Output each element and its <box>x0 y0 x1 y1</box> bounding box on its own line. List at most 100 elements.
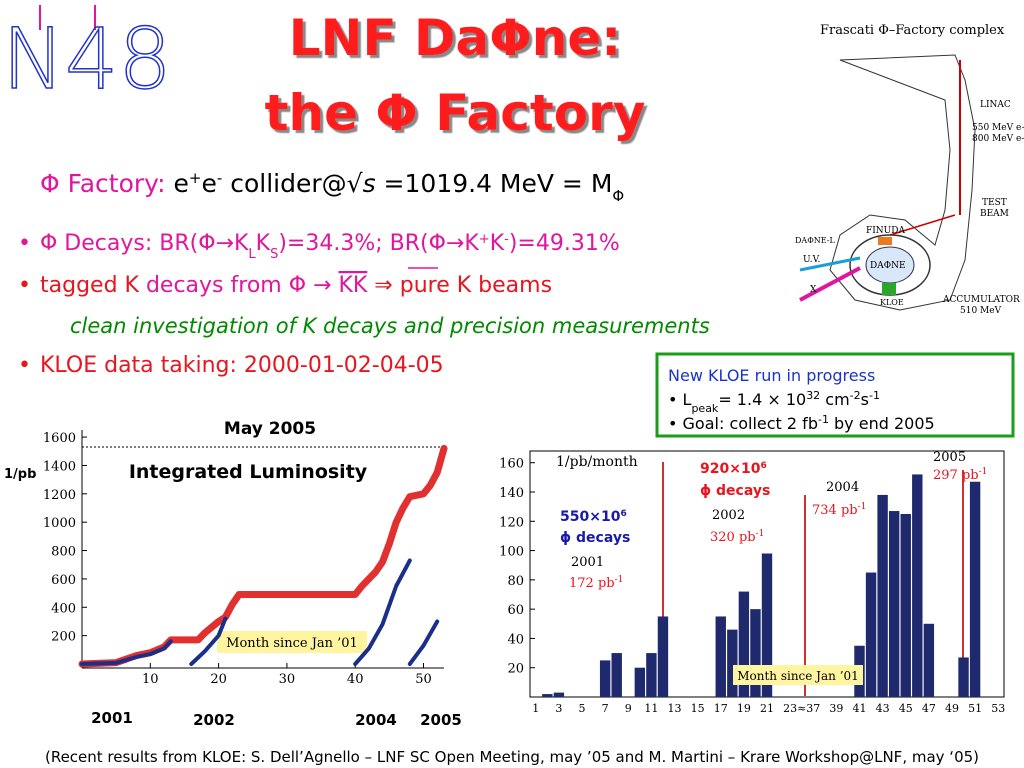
y-tick-label: 140 <box>499 486 524 501</box>
y-tick-label: 1000 <box>43 516 76 531</box>
x-tick-label: ≈ <box>797 702 806 715</box>
text: pure K beams <box>400 273 552 298</box>
annotation: May 2005 <box>224 419 316 439</box>
title-line: the Φ Factory <box>265 84 646 142</box>
label: ACCUMULATOR <box>942 295 1020 305</box>
label: KLOE <box>880 298 904 307</box>
sup: -1 <box>756 529 765 539</box>
footer: (Recent results from KLOE: S. Dell’Agnel… <box>45 748 979 766</box>
text: 734 pb <box>812 503 858 518</box>
year-label: 2002 <box>193 711 235 729</box>
y-tick-label: 80 <box>507 574 524 589</box>
y-tick-label: 20 <box>507 662 524 677</box>
series-line <box>353 558 412 666</box>
x-tick-label: 20 <box>210 672 227 687</box>
bar <box>646 653 657 697</box>
logo: N48 <box>1 5 172 109</box>
x-tick-label: 10 <box>142 672 159 687</box>
sup: - <box>217 169 222 187</box>
sup: -1 <box>818 413 829 426</box>
text: • Goal: collect 2 fb <box>668 414 818 433</box>
x-axis-label: Month since Jan ’01 <box>226 636 358 651</box>
sub: Φ <box>612 187 624 205</box>
y-tick-label: 120 <box>499 515 524 530</box>
series-line <box>407 619 440 666</box>
finuda-box <box>878 237 892 245</box>
x-tick-label: 9 <box>625 702 632 715</box>
y-axis-label: 1/pb <box>4 467 36 482</box>
series-line <box>189 616 228 666</box>
annotation: 920×106 <box>700 461 767 477</box>
sup: -1 <box>979 467 988 477</box>
subtitle: Φ Factory: e+e- collider@√s =1019.4 MeV … <box>40 169 624 205</box>
label: DAΦNE <box>870 261 906 271</box>
sup: + <box>479 232 490 247</box>
x-tick-label: 50 <box>415 672 432 687</box>
y-tick-label: 60 <box>507 603 524 618</box>
title-line: LNF DaΦne: <box>289 9 622 67</box>
bar <box>900 513 911 697</box>
label: FINUDA <box>866 226 905 236</box>
text: s <box>861 390 869 409</box>
year-label: 2005 <box>420 711 462 729</box>
pb-label: 734 pb-1 <box>812 502 866 518</box>
label: 800 MeV e- <box>972 134 1024 144</box>
year-label: 2001 <box>91 709 133 727</box>
x-tick-label: 47 <box>922 702 936 715</box>
sup: 6 <box>760 461 766 471</box>
news-line: • Lpeak= 1.4 × 1032 cm-2s-1 <box>668 389 880 415</box>
text: 920×10 <box>700 461 761 477</box>
bar <box>912 474 923 697</box>
text: Φ Decays: BR(Φ→K <box>40 231 249 256</box>
text: )=49.31% <box>509 231 620 256</box>
text: )=34.3%; BR(Φ→K <box>278 231 479 256</box>
text: =1019.4 MeV = M <box>376 169 613 198</box>
sup: + <box>189 169 202 187</box>
pb-label: 172 pb-1 <box>569 575 623 591</box>
diagram-title: Frascati Φ–Factory complex <box>820 23 1005 38</box>
bar <box>877 494 888 697</box>
bullet: KLOE data taking: 2000-01-02-04-05 <box>40 353 444 378</box>
x-tick-label: 51 <box>968 702 982 715</box>
label-box <box>733 665 863 685</box>
bar <box>923 623 935 697</box>
bar <box>761 553 773 697</box>
x-tick-label: 23 <box>783 702 797 715</box>
y-tick-label: 1600 <box>43 431 76 446</box>
sub: peak <box>691 402 718 415</box>
label: DAΦNE-L <box>795 236 835 245</box>
bar <box>634 667 646 697</box>
bullet: Φ Decays: BR(Φ→KLKS)=34.3%; BR(Φ→K+K-)=4… <box>40 231 620 262</box>
text: 172 pb <box>569 576 615 591</box>
y-tick-label: 160 <box>499 457 524 472</box>
y-tick-label: 100 <box>499 545 524 560</box>
x-tick-label: 30 <box>279 672 296 687</box>
text: 320 pb <box>710 530 756 545</box>
bar <box>542 694 553 697</box>
news-line: • Goal: collect 2 fb-1 by end 2005 <box>668 413 935 434</box>
bullet-marker: • <box>18 231 31 256</box>
text: tagged K <box>40 273 140 298</box>
text: KK <box>338 273 367 298</box>
sub: L <box>248 247 256 262</box>
bullet: tagged K decays from Φ → KK ⇒ pure K bea… <box>40 273 552 298</box>
sup: 32 <box>806 389 820 402</box>
y-tick-label: 200 <box>51 630 76 645</box>
x-tick-label: 40 <box>347 672 364 687</box>
bar <box>715 616 726 697</box>
x-axis-label: Month since Jan ’01 <box>737 669 859 683</box>
sup: -2 <box>850 389 861 402</box>
label: X <box>810 285 817 295</box>
series-line <box>80 639 173 666</box>
news-line: New KLOE run in progress <box>668 366 875 385</box>
bar <box>750 609 761 697</box>
x-tick-label: 41 <box>852 702 866 715</box>
text: e <box>201 169 216 198</box>
label: U.V. <box>803 255 821 265</box>
bar <box>657 616 669 697</box>
label: 510 MeV <box>960 306 1002 316</box>
sup: -1 <box>858 502 867 512</box>
x-tick-label: 17 <box>714 702 728 715</box>
y-tick-label: 400 <box>51 601 76 616</box>
